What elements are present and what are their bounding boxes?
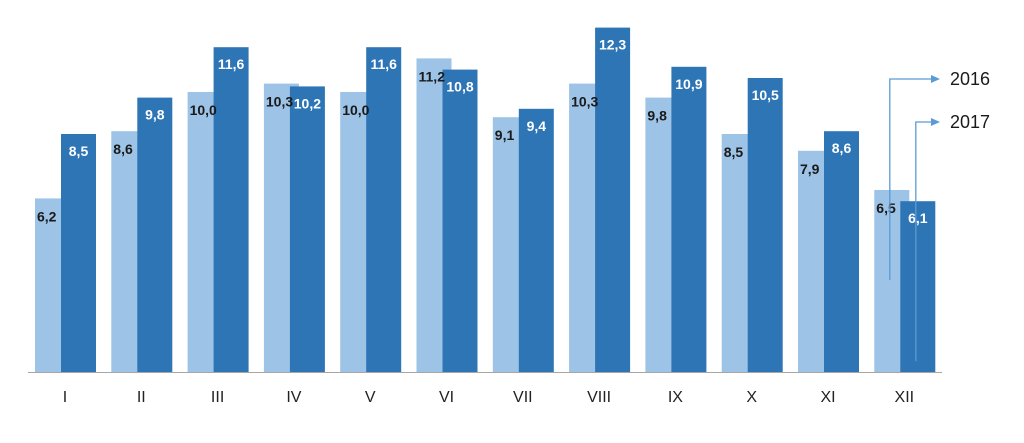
value-label-2016-IX: 9,8 (647, 108, 667, 124)
category-label-VI: VI (439, 389, 454, 406)
category-label-I: I (63, 389, 67, 406)
value-label-2017-II: 9,8 (145, 107, 165, 123)
category-label-IV: IV (286, 389, 301, 406)
value-label-2016-II: 8,6 (113, 141, 133, 157)
value-label-2016-X: 8,5 (724, 144, 744, 160)
category-label-IX: IX (668, 389, 683, 406)
legend-arrow-2016 (889, 78, 932, 280)
bar-2017-XI (824, 131, 859, 372)
bar-2017-V (366, 47, 402, 372)
category-label-X: X (746, 389, 757, 406)
value-label-2016-I: 6,2 (37, 208, 57, 224)
value-label-2017-III: 11,6 (218, 56, 245, 72)
value-label-2016-VI: 11,2 (419, 68, 446, 84)
value-label-2016-IV: 10,3 (266, 94, 293, 110)
value-label-2017-VII: 9,4 (527, 118, 547, 134)
value-label-2017-XI: 8,6 (832, 140, 852, 156)
value-label-2017-X: 10,5 (752, 87, 779, 103)
value-label-2016-V: 10,0 (342, 102, 369, 118)
legend-arrowhead-2017 (931, 118, 940, 126)
category-label-VII: VII (513, 389, 533, 406)
category-label-III: III (211, 389, 224, 406)
bar-2017-VII (518, 108, 554, 373)
value-label-2017-VI: 10,8 (446, 79, 473, 95)
bar-2017-X (747, 78, 783, 372)
value-labels-group: 6,28,5 8,69,8 10,011,610,3 10,2 10,011,611,2… (37, 37, 928, 227)
legend-arrowhead-2016 (931, 75, 940, 83)
value-label-2017-IX: 10,9 (675, 76, 702, 92)
bar-2017-II (137, 97, 173, 372)
legend-arrow-2017 (915, 121, 932, 362)
bar-2017-XII (900, 201, 936, 372)
category-labels-group: I II III IV V VI VII VIII IX X XI XII (63, 389, 914, 406)
value-label-2017-VIII: 12,3 (599, 37, 626, 53)
legend-label-2017: 2017 (950, 112, 990, 132)
value-label-2016-VII: 9,1 (495, 127, 515, 143)
legend-label-2016: 2016 (950, 69, 990, 89)
bar-2017-I (61, 134, 96, 372)
value-label-2017-V: 11,6 (370, 56, 397, 72)
category-label-XI: XI (820, 389, 835, 406)
category-label-II: II (137, 389, 146, 406)
value-label-2016-XII: 6,5 (876, 200, 896, 216)
bar-2017-IV (289, 86, 325, 373)
category-label-VIII: VIII (587, 389, 611, 406)
value-label-2017-I: 8,5 (69, 143, 89, 159)
value-label-2016-XI: 7,9 (800, 161, 820, 177)
value-label-2016-VIII: 10,3 (571, 94, 598, 110)
bar-2017-VI (442, 69, 478, 372)
value-label-2016-III: 10,0 (190, 102, 217, 118)
bar-2017-III (213, 47, 249, 372)
bars-group (35, 27, 936, 373)
bar-2017-IX (671, 66, 707, 373)
legend: 2016 2017 (889, 69, 990, 362)
bar-2017-VIII (595, 27, 631, 372)
value-label-2017-IV: 10,2 (294, 95, 321, 111)
category-label-XII: XII (895, 389, 915, 406)
category-label-V: V (365, 389, 376, 406)
value-label-2017-XII: 6,1 (908, 210, 928, 226)
